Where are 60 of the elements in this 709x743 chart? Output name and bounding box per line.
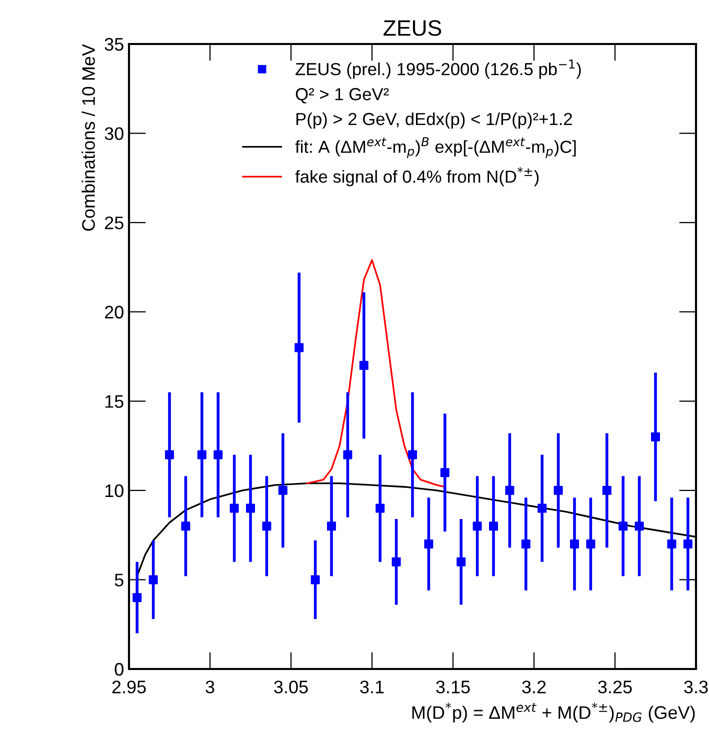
x-tick-label: 3.2	[522, 680, 546, 694]
point	[618, 522, 628, 531]
x-tick-label: 3.3	[684, 680, 708, 694]
point	[392, 557, 401, 566]
point	[197, 450, 206, 460]
legend-label: ZEUS (prel.) 1995-2000 (126.5 pb$^{−1}$)	[296, 60, 581, 79]
point	[489, 522, 498, 531]
point	[148, 575, 158, 584]
point	[408, 450, 417, 460]
line-series	[306, 259, 446, 488]
point	[554, 486, 563, 495]
x-tick-label: 3	[206, 680, 214, 694]
point	[310, 575, 320, 584]
point	[246, 504, 255, 513]
x-tick-label: 3.1	[360, 680, 384, 694]
point	[538, 504, 547, 513]
text: fit: A (ΔM$^{ext}$-m$_{p}$)$^{B}$ exp[-(ΔM$^{ext}$-m$_{p}$)C]	[295, 137, 576, 158]
point	[602, 486, 612, 495]
point	[181, 522, 190, 531]
point	[634, 522, 644, 531]
point	[472, 522, 482, 531]
point	[505, 486, 514, 495]
point	[132, 593, 142, 602]
y-tick-label: 20	[104, 306, 124, 319]
point	[586, 540, 596, 548]
point	[570, 540, 579, 548]
point	[359, 360, 368, 370]
chart-title: ZEUS	[384, 20, 442, 36]
y-axis-title: Combinations / 10 MeV	[82, 44, 95, 231]
point	[278, 486, 288, 495]
y-tick-label: 0	[114, 662, 124, 676]
y-tick-label: 35	[104, 38, 124, 51]
x-tick-label: 3.15	[436, 680, 470, 694]
x-tick-label: 3.05	[274, 680, 308, 694]
x-tick-label: 3.25	[598, 680, 632, 694]
point	[456, 557, 466, 566]
point	[683, 540, 692, 548]
point	[521, 540, 530, 548]
point	[327, 522, 336, 531]
point	[424, 540, 434, 548]
point	[262, 522, 272, 531]
point	[165, 450, 174, 460]
y-tick-label: 30	[104, 127, 124, 140]
legend-label: fake signal of 0.4% from N(D$^{*±}$)	[295, 166, 539, 186]
y-tick-label: 5	[114, 574, 124, 586]
y-tick-label: 25	[104, 216, 124, 230]
point	[667, 540, 676, 548]
point	[651, 432, 660, 442]
text: M(D$^{*}$p) = ΔM$^{ext}$ + M(D$^{*±}$)$_{PDG}$ (GeV)	[412, 702, 695, 723]
annotation: P(p) > 2 GeV, dEdx(p) < 1/P(p)²+1.2	[296, 112, 572, 129]
point	[294, 343, 304, 352]
y-tick-label: 15	[105, 395, 124, 408]
annotation: Q² > 1 GeV²	[296, 88, 389, 104]
point	[343, 450, 352, 460]
point	[230, 504, 239, 513]
point	[214, 450, 223, 460]
y-tick-label: 10	[105, 484, 124, 498]
point	[440, 468, 450, 478]
point	[376, 504, 385, 513]
x-tick-label: 2.95	[112, 680, 146, 694]
